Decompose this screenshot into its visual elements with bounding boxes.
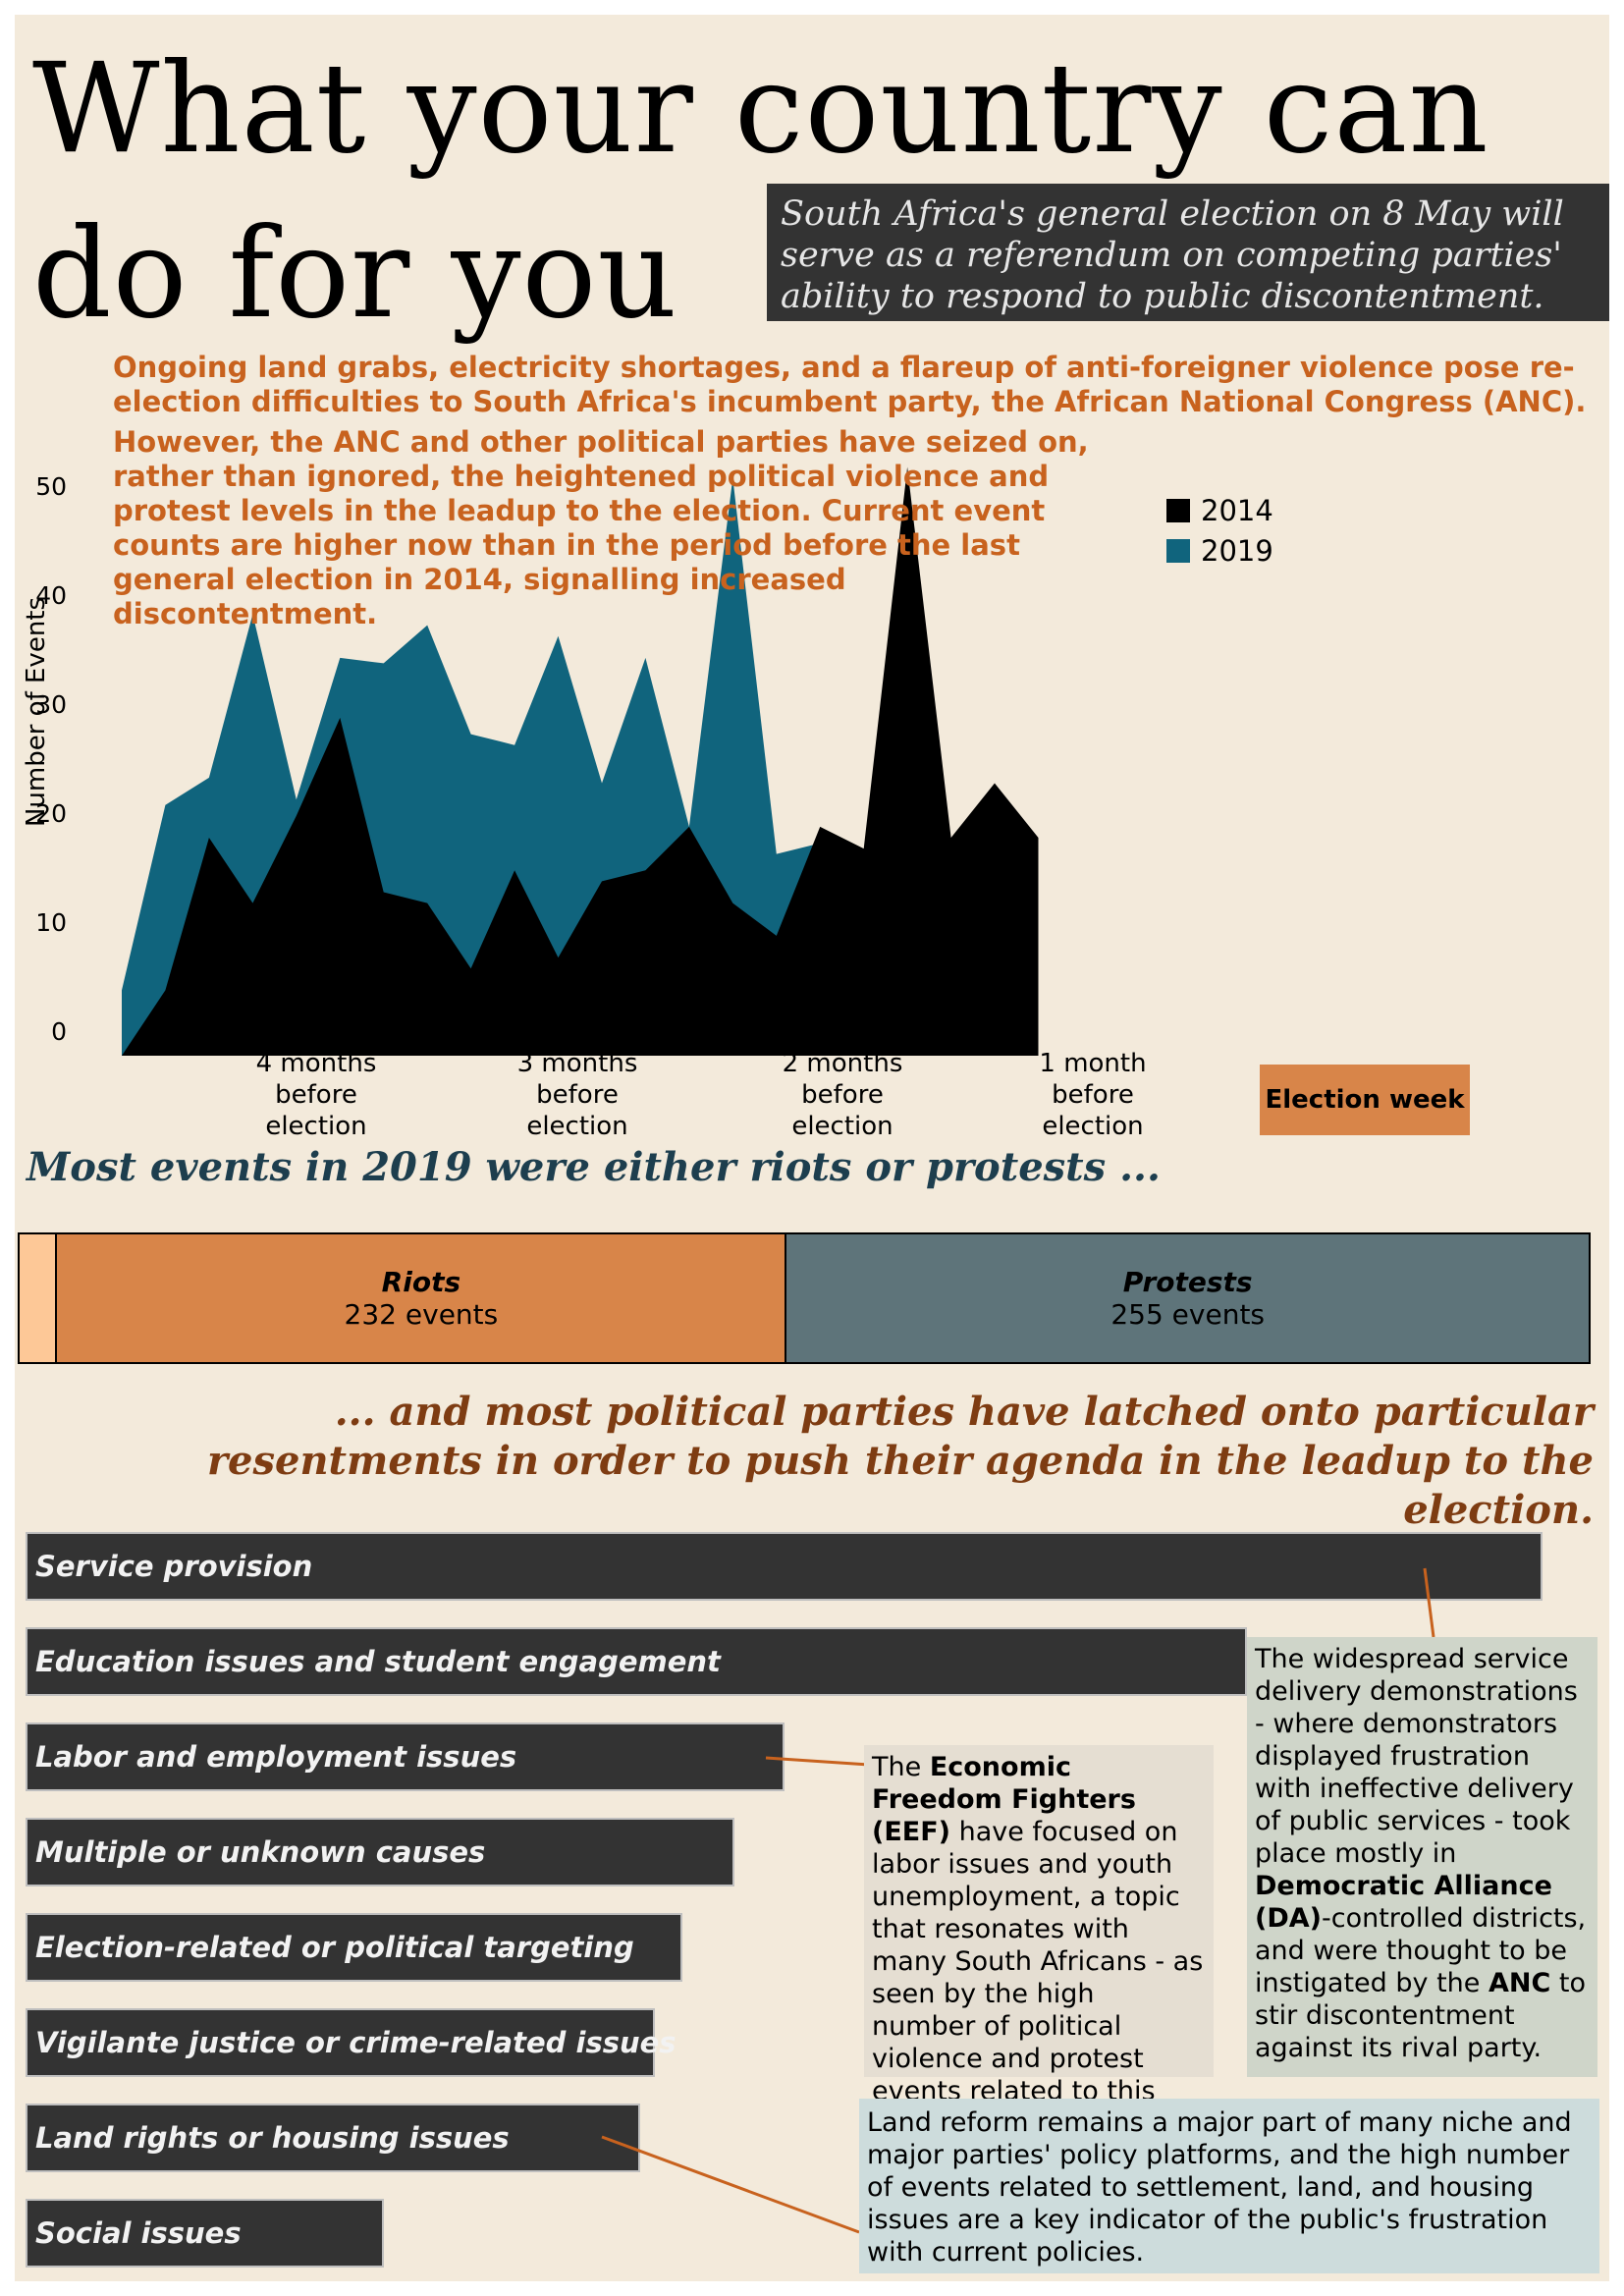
issue-bar-label: Service provision bbox=[35, 1550, 313, 1583]
y-tick-label: 10 bbox=[35, 908, 67, 937]
subtitle-text: South Africa's general election on 8 May… bbox=[781, 194, 1564, 316]
event-type-segment-riots: Riots 232 events bbox=[57, 1234, 787, 1362]
issue-bar-label: Labor and employment issues bbox=[35, 1740, 517, 1774]
x-tick-4-months: 4 months before election bbox=[255, 1049, 377, 1141]
infographic-page: What your country can do for you South A… bbox=[15, 15, 1609, 2281]
intro-paragraph: However, the ANC and other political par… bbox=[113, 425, 1089, 630]
da-party-name: Democratic Alliance (DA) bbox=[1255, 1871, 1552, 1934]
protests-label: Protests bbox=[1122, 1266, 1253, 1298]
y-tick-label: 30 bbox=[35, 690, 67, 719]
y-tick-label: 20 bbox=[35, 799, 67, 828]
x-tick-3-months: 3 months before election bbox=[516, 1049, 638, 1141]
x-tick-2-months: 2 months before election bbox=[782, 1049, 903, 1141]
annotation-eef: The Economic Freedom Fighters (EEF) have… bbox=[864, 1745, 1214, 2139]
riots-count: 232 events bbox=[344, 1298, 499, 1331]
x-tick-election-week: Election week bbox=[1260, 1065, 1470, 1135]
connector-land bbox=[601, 2135, 860, 2234]
y-axis: 0 10 20 30 40 50 bbox=[35, 472, 67, 1046]
legend-swatch-2019 bbox=[1166, 539, 1190, 563]
issue-bar: Election-related or political targeting bbox=[26, 1913, 682, 1982]
riots-label: Riots bbox=[381, 1266, 461, 1298]
issue-bar: Land rights or housing issues bbox=[26, 2104, 640, 2172]
legend: 2014 2019 bbox=[1166, 494, 1273, 568]
issue-bar-label: Election-related or political targeting bbox=[35, 1931, 634, 1964]
issue-bar: Service provision bbox=[26, 1532, 1543, 1601]
legend-swatch-2014 bbox=[1166, 499, 1190, 522]
events-area-chart: 0 10 20 30 40 50 Number of Events 2014 2019 bbox=[22, 466, 1273, 1057]
subtitle-box: South Africa's general election on 8 May… bbox=[767, 184, 1609, 321]
section-heading-issues: ... and most political parties have latc… bbox=[206, 1389, 1594, 1533]
page-title: What your country can do for you bbox=[32, 36, 1489, 346]
issue-bar: Education issues and student engagement bbox=[26, 1627, 1247, 1696]
annotation-service-delivery: The widespread service delivery demonstr… bbox=[1247, 1637, 1597, 2077]
eef-party-name: Economic Freedom Fighters (EEF) bbox=[872, 1752, 1136, 1847]
issue-bar-label: Social issues bbox=[35, 2216, 242, 2250]
annotation-land-reform: Land reform remains a major part of many… bbox=[859, 2099, 1599, 2273]
anc-party-name: ANC bbox=[1488, 1968, 1551, 1998]
event-type-segment-other bbox=[20, 1234, 58, 1362]
annotation-connectors bbox=[601, 1567, 1435, 2234]
connector-labor bbox=[765, 1756, 870, 1767]
y-tick-label: 50 bbox=[35, 472, 67, 501]
issue-bar: Vigilante justice or crime-related issue… bbox=[26, 2008, 677, 2077]
y-tick-label: 0 bbox=[51, 1017, 67, 1046]
protests-count: 255 events bbox=[1110, 1298, 1266, 1331]
event-type-stacked-bar: Riots 232 events Protests 255 events bbox=[18, 1232, 1591, 1364]
intro-line: Ongoing land grabs, electricity shortage… bbox=[113, 351, 1587, 418]
series-2014-area bbox=[122, 466, 1039, 1057]
issue-bar-label: Vigilante justice or crime-related issue… bbox=[35, 2026, 677, 2059]
y-axis-title: Number of Events bbox=[22, 597, 51, 827]
x-tick-1-month: 1 month before election bbox=[1039, 1049, 1147, 1141]
legend-label-2019: 2019 bbox=[1201, 534, 1273, 568]
section-heading-event-types: Most events in 2019 were either riots or… bbox=[27, 1144, 1161, 1190]
issue-bar: Labor and employment issues bbox=[26, 1722, 785, 1791]
issue-bar-label: Multiple or unknown causes bbox=[35, 1835, 486, 1869]
event-type-segment-protests: Protests 255 events bbox=[786, 1234, 1589, 1362]
y-tick-label: 40 bbox=[35, 581, 67, 610]
connector-service bbox=[1423, 1567, 1435, 1638]
legend-label-2014: 2014 bbox=[1201, 494, 1273, 527]
issue-bar: Multiple or unknown causes bbox=[26, 1818, 734, 1886]
issue-bar-label: Land rights or housing issues bbox=[35, 2121, 510, 2155]
issue-bar: Social issues bbox=[26, 2199, 384, 2268]
issue-bar-label: Education issues and student engagement bbox=[35, 1645, 721, 1678]
